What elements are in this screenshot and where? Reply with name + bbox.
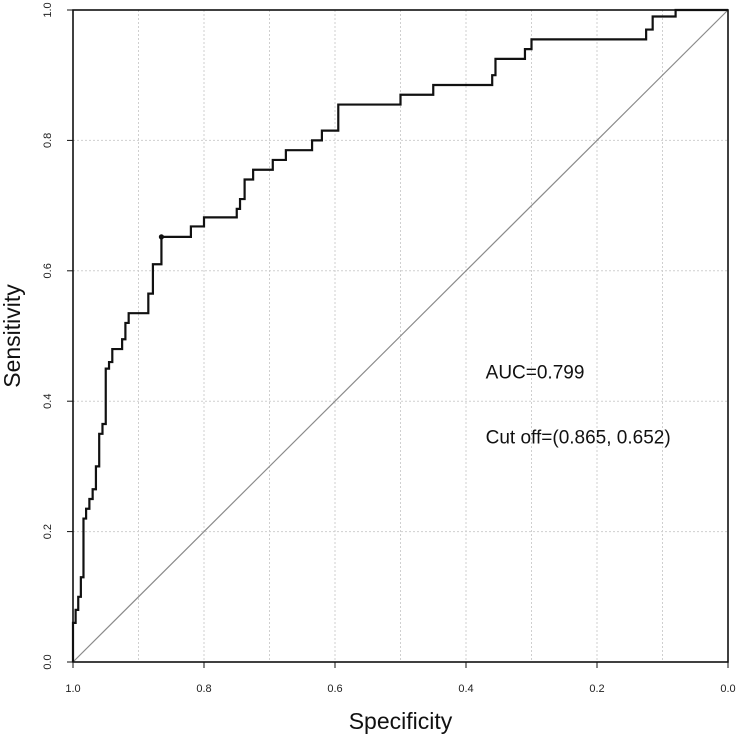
y-axis-title: Sensitivity: [0, 284, 25, 388]
x-tick-label-2: 0.6: [327, 683, 342, 695]
y-tick-label-2: 0.4: [42, 394, 54, 409]
roc-curve-line: [71, 8, 728, 662]
reference-diagonal-line: [72, 9, 729, 663]
y-tick-label-3: 0.6: [42, 263, 54, 278]
plot-border: [72, 9, 729, 663]
y-tick-label-1: 0.2: [42, 524, 54, 539]
y-tick-label-0: 0.0: [42, 654, 54, 669]
points: [158, 234, 165, 240]
y-tick-label-5: 1.0: [42, 2, 54, 17]
auc-annotation: AUC=0.799: [486, 362, 585, 383]
x-tick-label-0: 1.0: [65, 683, 80, 695]
x-tick-label-4: 0.2: [589, 683, 604, 695]
x-tick-label-5: 0.0: [720, 683, 735, 695]
y-tick-label-4: 0.8: [42, 133, 54, 148]
x-axis-title: Specificity: [349, 708, 453, 734]
x-tick-label-1: 0.8: [196, 683, 211, 695]
ticks: 1.0 0.8 0.6 0.4 0.2 0.0 0.0 0.2 0.4 0.6 0.8 1.0: [42, 2, 736, 695]
cutoff-annotation: Cut off=(0.865, 0.652): [486, 428, 671, 449]
x-tick-label-3: 0.4: [458, 683, 473, 695]
cutoff-point-marker: [158, 234, 165, 240]
